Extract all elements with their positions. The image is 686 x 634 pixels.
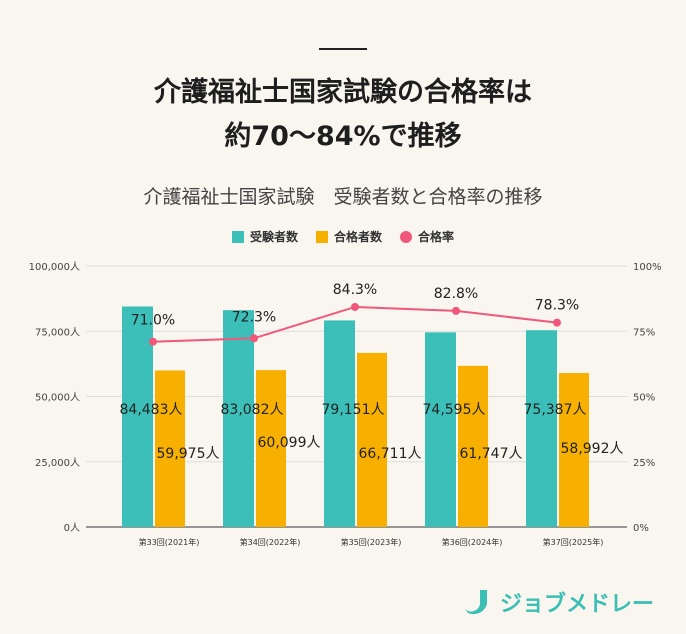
data-label-passers: 66,711人 [359, 446, 422, 462]
x-tick: 第34回(2022年) [240, 537, 301, 547]
y-left-tick: 50,000人 [35, 392, 80, 404]
point-pass-rate [553, 318, 561, 327]
bar-examinees [223, 310, 254, 527]
bar-passers [458, 365, 488, 527]
data-label-pass-rate: 72.3% [232, 309, 276, 325]
bar-passers [357, 352, 387, 527]
data-label-pass-rate: 71.0% [131, 313, 175, 329]
bar-examinees [526, 330, 557, 527]
title-rule [319, 48, 367, 50]
chart: 0人 0% 25,000人 25% 50,000人 50% 75,000人 75% 100,00… [29, 261, 662, 547]
x-tick: 第37回(2025年) [543, 537, 604, 547]
x-tick: 第33回(2021年) [139, 537, 200, 547]
legend-swatch [231, 230, 244, 243]
data-label-passers: 59,975人 [157, 446, 220, 462]
legend-swatch [315, 230, 328, 243]
bar-passers [256, 370, 286, 527]
y-right-tick: 100% [633, 262, 662, 273]
jobmedley-logo-icon [464, 590, 487, 615]
legend-item-pass-rate: 合格率 [400, 228, 454, 245]
bar-examinees [122, 306, 153, 527]
legend-item-examinees: 受験者数 [231, 228, 298, 245]
y-left-tick: 75,000人 [35, 326, 80, 338]
bar-examinees [425, 332, 456, 527]
data-label-examinees: 79,151人 [322, 402, 385, 418]
data-label-pass-rate: 82.8% [434, 286, 478, 302]
data-label-examinees: 83,082人 [221, 402, 284, 418]
y-right-tick: 0% [633, 523, 649, 534]
legend-label: 受験者数 [249, 230, 298, 244]
point-pass-rate [351, 302, 359, 311]
data-label-passers: 58,992人 [561, 441, 624, 457]
x-tick: 第35回(2023年) [341, 537, 402, 547]
data-label-pass-rate: 78.3% [535, 298, 579, 314]
headline-line1: 介護福祉士国家試験の合格率は [154, 77, 532, 108]
legend-swatch [400, 230, 412, 243]
logo: ジョブメドレー [462, 586, 654, 618]
chart-title: 介護福祉士国家試験 受験者数と合格率の推移 [143, 186, 543, 208]
y-left-tick: 100,000人 [29, 261, 80, 273]
y-right-tick: 25% [633, 458, 655, 469]
data-label-passers: 60,099人 [258, 435, 321, 451]
legend-label: 合格者数 [333, 230, 382, 244]
point-pass-rate [452, 306, 460, 315]
y-left-tick: 0人 [64, 522, 80, 534]
data-label-passers: 61,747人 [460, 446, 523, 462]
legend: 受験者数 合格者数 合格率 [0, 228, 686, 245]
headline-line2: 約70～84%で推移 [224, 121, 462, 152]
y-right-tick: 50% [633, 393, 655, 404]
data-label-examinees: 84,483人 [120, 402, 183, 418]
data-label-examinees: 74,595人 [423, 402, 486, 418]
bar-examinees [324, 320, 355, 527]
data-label-examinees: 75,387人 [524, 402, 587, 418]
point-pass-rate [149, 337, 157, 346]
point-pass-rate [250, 334, 258, 343]
legend-label: 合格率 [418, 230, 455, 244]
bar-passers [155, 370, 185, 527]
logo-text: ジョブメドレー [499, 592, 654, 617]
legend-item-passers: 合格者数 [315, 228, 382, 245]
bar-passers [559, 373, 589, 527]
data-label-pass-rate: 84.3% [333, 282, 377, 298]
y-right-tick: 75% [633, 327, 655, 338]
y-left-tick: 25,000人 [35, 457, 80, 469]
x-tick: 第36回(2024年) [442, 537, 503, 547]
